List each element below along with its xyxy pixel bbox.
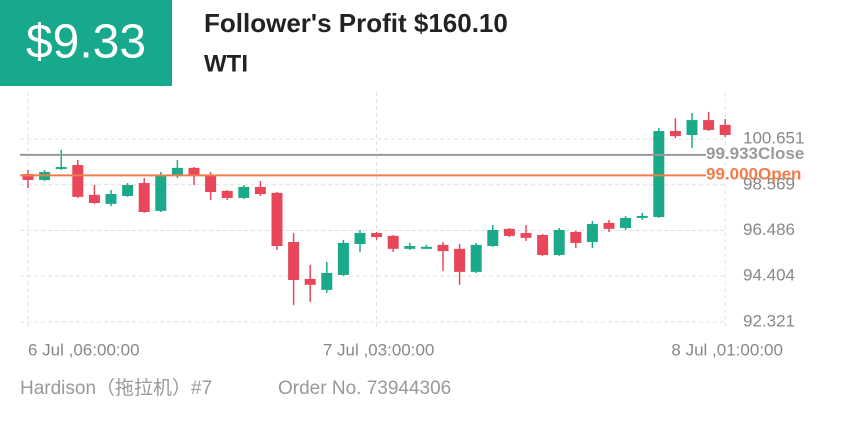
x-tick-label: 7 Jul ,03:00:00 bbox=[323, 340, 435, 359]
candle-body bbox=[221, 190, 233, 198]
reference-value: 99.933 bbox=[706, 144, 758, 163]
candle-body bbox=[238, 186, 250, 198]
candle-body bbox=[586, 224, 598, 243]
y-tick-label: 96.486 bbox=[743, 220, 795, 239]
candle-body bbox=[669, 131, 681, 137]
candle-body bbox=[337, 242, 349, 275]
x-tick-label: 8 Jul ,01:00:00 bbox=[671, 340, 783, 359]
candle-body bbox=[321, 272, 333, 290]
candle-body bbox=[404, 245, 416, 249]
order-number: Order No. 73944306 bbox=[278, 378, 451, 399]
title: Follower's Profit $160.10 bbox=[204, 8, 508, 38]
candle-body bbox=[122, 185, 134, 196]
candle-body bbox=[503, 228, 515, 236]
candle-body bbox=[155, 174, 167, 211]
candle-body bbox=[271, 192, 283, 246]
candle-body bbox=[437, 244, 449, 252]
candle-body bbox=[703, 120, 715, 130]
candle-body bbox=[520, 233, 532, 238]
candle-body bbox=[653, 131, 665, 218]
reference-label: 99.933Close bbox=[706, 144, 804, 163]
reference-label: 99.000Open bbox=[706, 165, 801, 184]
candle-body bbox=[188, 167, 200, 175]
candle-body bbox=[620, 217, 632, 228]
candle-body bbox=[570, 231, 582, 243]
candle-body bbox=[454, 248, 466, 272]
candle-body bbox=[371, 233, 383, 237]
y-tick-label: 98.569 bbox=[743, 174, 795, 193]
reference-value: 99.000 bbox=[706, 165, 758, 184]
candle-body bbox=[487, 229, 499, 246]
candle-body bbox=[22, 174, 34, 180]
candle-body bbox=[288, 242, 300, 280]
candle-body bbox=[354, 233, 366, 245]
candle-body bbox=[387, 235, 399, 249]
candle-body bbox=[636, 215, 648, 218]
y-tick-label: 92.321 bbox=[743, 311, 795, 330]
amount: $9.33 bbox=[26, 16, 146, 69]
candle-body bbox=[205, 174, 217, 193]
candle-body bbox=[72, 165, 84, 197]
symbol: WTI bbox=[204, 50, 248, 77]
candle-body bbox=[171, 167, 183, 175]
candle-body bbox=[88, 194, 100, 203]
y-tick-label: 100.651 bbox=[743, 129, 804, 148]
candle-body bbox=[138, 183, 150, 212]
candle-body bbox=[105, 194, 117, 204]
candle-body bbox=[537, 235, 549, 255]
plot: 92.321 94.404 96.486 98.569 100.651 6 Jul ,06… bbox=[20, 92, 804, 359]
y-tick-label: 94.404 bbox=[743, 266, 795, 285]
amount-badge bbox=[0, 0, 172, 86]
trader: Hardison（拖拉机）#7 bbox=[20, 377, 212, 399]
candle-body bbox=[55, 167, 67, 170]
reference-name: Close bbox=[758, 144, 804, 163]
candle-body bbox=[420, 246, 432, 249]
candle-body bbox=[304, 278, 316, 285]
candle-body bbox=[686, 120, 698, 135]
candle-body bbox=[603, 222, 615, 229]
candle-body bbox=[553, 229, 565, 255]
candle-body bbox=[254, 186, 266, 194]
reference-name: Open bbox=[758, 165, 801, 184]
x-tick-label: 6 Jul ,06:00:00 bbox=[28, 340, 140, 359]
candle-body bbox=[719, 124, 731, 135]
candle-body bbox=[470, 244, 482, 272]
